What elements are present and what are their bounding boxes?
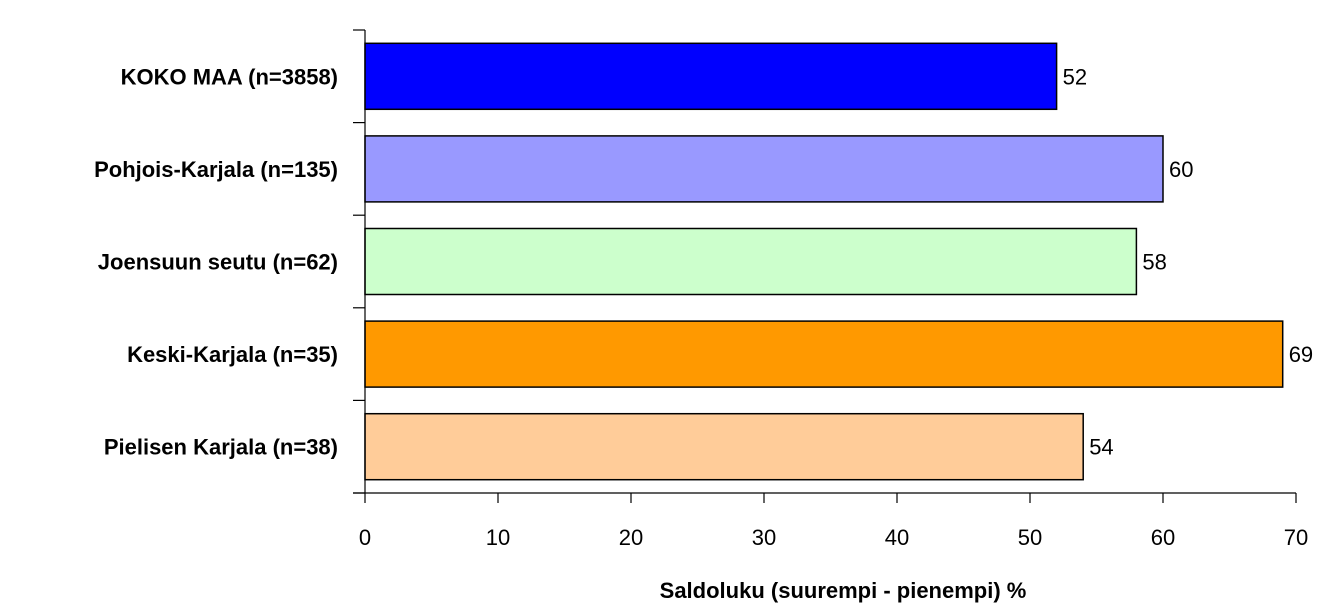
- value-label-3: 69: [1289, 342, 1313, 367]
- category-label-3: Keski-Karjala (n=35): [127, 342, 338, 367]
- bar-0: [364, 42, 1058, 111]
- category-label-1: Pohjois-Karjala (n=135): [94, 157, 338, 182]
- bar-2: [364, 227, 1138, 296]
- x-tick-label-5: 50: [1018, 525, 1042, 550]
- x-tick-label-0: 0: [359, 525, 371, 550]
- x-tick-label-3: 30: [752, 525, 776, 550]
- bar-3: [364, 320, 1284, 388]
- x-tick-label-2: 20: [619, 525, 643, 550]
- category-label-2: Joensuun seutu (n=62): [98, 250, 338, 275]
- x-tick-label-1: 10: [486, 525, 510, 550]
- x-tick-label-4: 40: [885, 525, 909, 550]
- x-tick-label-6: 60: [1151, 525, 1175, 550]
- axes-layer: [353, 29, 1297, 503]
- category-label-0: KOKO MAA (n=3858): [121, 64, 338, 89]
- value-label-4: 54: [1089, 435, 1113, 460]
- bar-4: [364, 412, 1084, 481]
- x-tick-label-7: 70: [1284, 525, 1308, 550]
- labels-layer: KOKO MAA (n=3858) 52 Pohjois-Karjala (n=13…: [94, 64, 1313, 550]
- x-axis-title: Saldoluku (suurempi - pienempi) %: [660, 578, 1027, 603]
- value-label-1: 60: [1169, 157, 1193, 182]
- bars-layer: [364, 42, 1284, 481]
- value-label-0: 52: [1063, 64, 1087, 89]
- category-label-4: Pielisen Karjala (n=38): [104, 435, 338, 460]
- value-label-2: 58: [1142, 250, 1166, 275]
- bar-1: [364, 135, 1164, 203]
